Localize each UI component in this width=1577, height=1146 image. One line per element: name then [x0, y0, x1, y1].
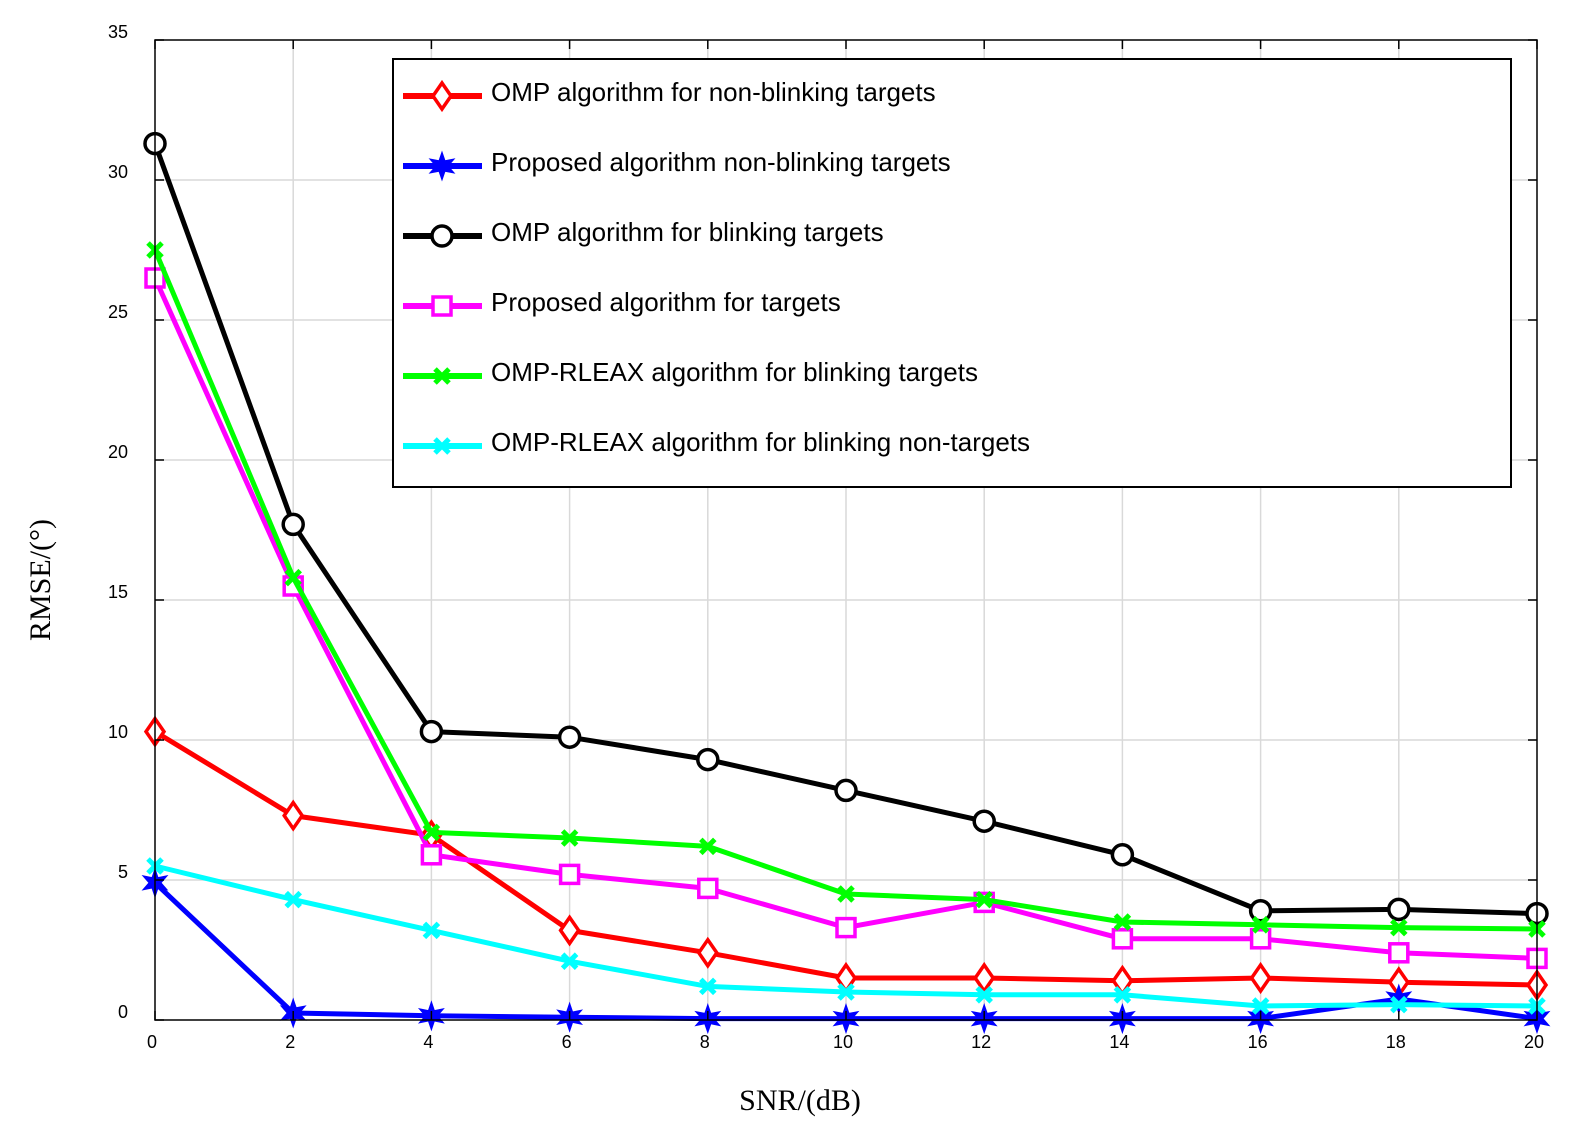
y-tick-label: 20: [108, 442, 128, 462]
y-tick-label: 5: [118, 862, 128, 882]
data-point: [422, 921, 441, 940]
data-point: [282, 799, 305, 832]
data-point: [975, 890, 993, 909]
legend-marker: [431, 295, 453, 317]
data-point: [835, 916, 857, 939]
legend-box: [392, 58, 1512, 488]
y-tick-label: 10: [108, 722, 128, 742]
x-tick-label: 4: [423, 1032, 433, 1052]
legend-marker: [433, 437, 451, 455]
x-tick-label: 14: [1109, 1032, 1129, 1052]
data-point: [696, 936, 719, 969]
data-point: [1110, 843, 1135, 867]
y-axis-label: RMSE/(°): [24, 519, 57, 641]
data-point: [696, 747, 720, 772]
x-tick-label: 10: [833, 1032, 853, 1052]
data-point: [558, 863, 581, 886]
data-point: [419, 719, 444, 744]
legend-label: OMP algorithm for blinking targets: [491, 217, 884, 247]
x-axis-label: SNR/(dB): [739, 1084, 861, 1117]
x-tick-label: 6: [562, 1032, 572, 1052]
y-tick-label: 30: [108, 162, 128, 182]
legend-item: OMP-RLEAX algorithm for blinking non-tar…: [403, 427, 1030, 457]
legend-marker: [430, 224, 454, 248]
data-point: [284, 568, 302, 587]
data-point: [699, 837, 717, 856]
data-point: [972, 809, 996, 833]
legend-label: OMP algorithm for non-blinking targets: [491, 77, 936, 107]
legend-marker: [428, 150, 456, 182]
ticks: 0 2 4 6 8 10 12 14 16 18 20 0 5 10 15 20 25 30 35: [108, 22, 1544, 1052]
data-point: [281, 512, 305, 537]
data-point: [1251, 997, 1270, 1015]
legend-item: OMP-RLEAX algorithm for blinking targets: [403, 357, 978, 387]
series-6: [146, 857, 1546, 1015]
data-point: [557, 725, 582, 749]
legend-label: OMP-RLEAX algorithm for blinking targets: [491, 357, 978, 387]
data-point: [1388, 942, 1410, 964]
data-point: [560, 829, 579, 847]
data-point: [1390, 995, 1408, 1014]
data-point: [422, 823, 441, 842]
series-4: [144, 267, 1548, 970]
x-tick-label: 18: [1386, 1032, 1406, 1052]
data-point: [560, 952, 579, 970]
y-tick-label: 0: [118, 1002, 128, 1022]
y-tick-label: 15: [108, 582, 128, 602]
y-tick-label: 25: [108, 302, 128, 322]
legend-item: OMP algorithm for blinking targets: [403, 217, 884, 248]
data-point: [697, 877, 719, 900]
data-point: [834, 778, 858, 803]
data-point: [1113, 986, 1132, 1004]
x-tick-label: 0: [147, 1032, 157, 1052]
legend-item: Proposed algorithm non-blinking targets: [403, 147, 951, 182]
data-point: [1390, 918, 1408, 937]
legend-marker: [433, 367, 451, 385]
data-point: [837, 885, 855, 903]
legend-label: Proposed algorithm non-blinking targets: [491, 147, 951, 177]
data-point: [699, 977, 717, 996]
data-point: [1387, 897, 1411, 922]
x-tick-label: 20: [1524, 1032, 1544, 1052]
legend: OMP algorithm for non-blinking targets Pr…: [392, 58, 1512, 488]
data-point: [1249, 928, 1272, 950]
y-tick-label: 35: [108, 22, 128, 42]
legend-item: Proposed algorithm for targets: [403, 287, 841, 317]
series-5: [146, 241, 1546, 938]
x-tick-label: 2: [285, 1032, 295, 1052]
data-point: [420, 844, 443, 866]
data-point: [558, 914, 581, 947]
data-point: [1248, 899, 1273, 923]
legend-label: Proposed algorithm for targets: [491, 287, 841, 317]
legend-marker: [430, 79, 454, 113]
data-point: [975, 986, 993, 1004]
legend-item: OMP algorithm for non-blinking targets: [403, 77, 936, 113]
data-point: [1251, 916, 1270, 934]
data-point: [1111, 928, 1134, 950]
data-point: [284, 890, 302, 909]
x-tick-label: 16: [1248, 1032, 1268, 1052]
data-point: [973, 961, 996, 995]
x-tick-label: 8: [700, 1032, 710, 1052]
x-tick-label: 12: [971, 1032, 991, 1052]
data-point: [837, 983, 855, 1001]
data-point: [1249, 961, 1272, 995]
data-point: [1113, 913, 1132, 931]
legend-label: OMP-RLEAX algorithm for blinking non-tar…: [491, 427, 1030, 457]
